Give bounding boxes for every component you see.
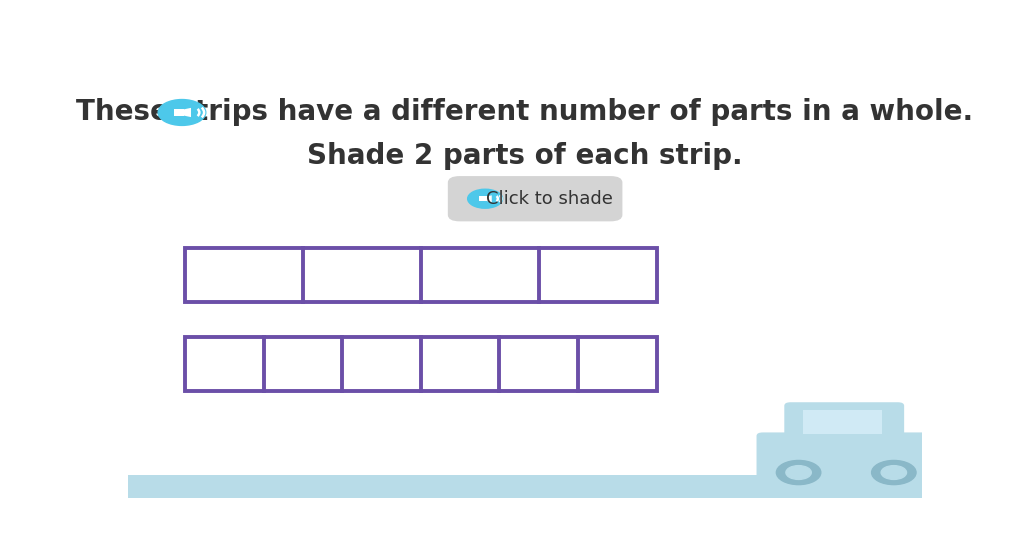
Circle shape bbox=[871, 460, 916, 484]
FancyBboxPatch shape bbox=[784, 402, 904, 441]
FancyBboxPatch shape bbox=[447, 176, 623, 221]
Bar bbox=[185, 337, 656, 391]
Bar bbox=[803, 410, 882, 433]
Bar bbox=[185, 248, 656, 302]
Circle shape bbox=[776, 460, 821, 484]
Bar bbox=[174, 109, 184, 116]
Polygon shape bbox=[484, 195, 492, 202]
Bar bbox=[128, 475, 922, 498]
Circle shape bbox=[158, 100, 206, 125]
Polygon shape bbox=[181, 108, 191, 117]
Circle shape bbox=[881, 465, 906, 479]
Circle shape bbox=[468, 189, 503, 208]
Text: Shade 2 parts of each strip.: Shade 2 parts of each strip. bbox=[307, 142, 742, 170]
Text: Click to shade: Click to shade bbox=[486, 190, 612, 208]
Text: These strips have a different number of parts in a whole.: These strips have a different number of … bbox=[76, 99, 974, 127]
FancyBboxPatch shape bbox=[757, 432, 944, 483]
Bar bbox=[479, 196, 486, 202]
Circle shape bbox=[785, 465, 811, 479]
